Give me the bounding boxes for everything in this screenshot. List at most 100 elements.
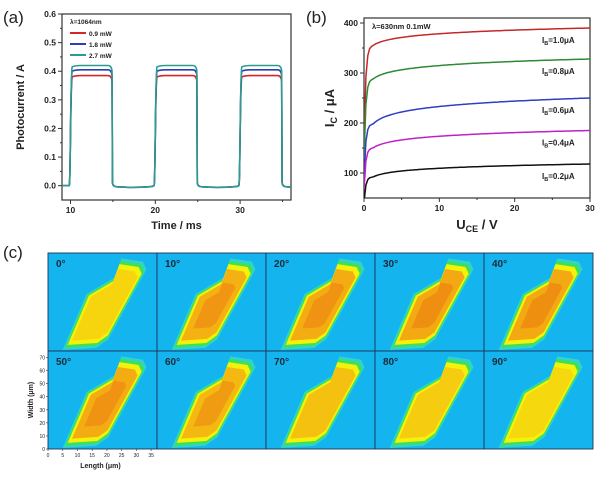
y-tick-label: 0.5 (44, 38, 56, 48)
x-axis-label-unit: / V (478, 217, 498, 232)
heatmap-tile: 70° (265, 350, 376, 450)
x-tick-label: 20 (510, 203, 520, 213)
heatmap-tile: 20° (265, 252, 376, 352)
series-label: IB=0.2μA (542, 172, 575, 183)
flake-core (508, 367, 574, 439)
series-label-value: =0.2μA (548, 172, 575, 181)
panel-c-heatmap-grid: 0° 10° 20° 30° 40° 50° 60° 70° 80° 90° 0 10 20 30 40 50… (28, 252, 594, 470)
series-line-IB0.8 (364, 58, 590, 159)
flake-core (72, 269, 138, 341)
y-tick-label: 0.4 (44, 66, 56, 76)
series-label-main: I (542, 139, 544, 148)
flake-core (399, 367, 465, 439)
panel-label-c: (c) (3, 243, 23, 262)
series-label-value: =0.8μA (548, 67, 575, 76)
series-group (364, 27, 590, 198)
y-axis-label: Width (μm) (28, 382, 35, 419)
series-label-value: =0.6μA (548, 106, 575, 115)
y-tick-label: 0.0 (44, 181, 56, 191)
tile-angle-label: 10° (165, 259, 180, 270)
series-line-0.9mW (62, 74, 291, 189)
flake-core (290, 367, 356, 439)
series-label: IB=0.8μA (542, 67, 575, 78)
flake-hotspot (84, 380, 127, 427)
series-label-sub: B (544, 41, 548, 47)
heatmap-tile: 80° (374, 350, 485, 450)
flake-hotspot (520, 282, 563, 329)
tile-border (483, 350, 594, 450)
x-tick-label: 10 (75, 453, 81, 459)
y-axis-label: IC / μA (322, 88, 339, 127)
series-line-IB0.4 (364, 129, 590, 190)
y-tick-label: 0.3 (44, 95, 56, 105)
tile-angle-label: 70° (274, 357, 289, 368)
tile-angle-label: 20° (274, 259, 289, 270)
series-label-sub: B (544, 111, 548, 117)
heatmap-tile: 50° (47, 350, 158, 450)
x-tick-label: 35 (148, 453, 154, 459)
y-axis-label-main: I (322, 124, 337, 128)
y-tick-label: 60 (39, 369, 45, 375)
tile-angle-label: 80° (383, 357, 398, 368)
flake-hotspot (193, 380, 236, 427)
y-tick-label: 100 (344, 168, 358, 178)
x-axis-label-sub: CE (466, 224, 479, 234)
series-label-value: =1.0μA (548, 36, 575, 45)
heatmap-tile: 10° (156, 252, 267, 352)
series-label: IB=0.4μA (542, 139, 575, 150)
tile-angle-label: 0° (56, 259, 66, 270)
series-label-main: I (542, 106, 544, 115)
y-axis-label: Photocurrent / A (15, 64, 27, 150)
flake-hotspot (302, 282, 345, 329)
x-tick-label: 20 (151, 205, 161, 215)
y-tick-label: 0 (42, 447, 45, 453)
tile-angle-label: 90° (492, 357, 507, 368)
y-tick-label: 10 (39, 434, 45, 440)
x-tick-label: 20 (104, 453, 110, 459)
y-tick-label: 200 (344, 118, 358, 128)
y-tick-label: 70 (39, 356, 45, 362)
tile-angle-label: 30° (383, 259, 398, 270)
plot-frame (61, 13, 292, 201)
tile-angle-label: 40° (492, 259, 507, 270)
series-line-IB1.0 (364, 27, 590, 144)
y-axis-label-unit: / μA (322, 88, 337, 117)
heatmap-tile: 60° (156, 350, 267, 450)
x-axis-label-main: U (456, 217, 465, 232)
x-tick-label: 30 (585, 203, 595, 213)
heatmap-tile: 0° (47, 252, 158, 352)
series-group (62, 64, 291, 189)
series-label-main: I (542, 172, 544, 181)
y-axis-label-sub: C (329, 117, 339, 124)
x-tick-label: 25 (119, 453, 125, 459)
x-tick-label: 15 (89, 453, 95, 459)
series-label: IB=0.6μA (542, 106, 575, 117)
series-label-sub: B (544, 177, 548, 183)
x-tick-label: 5 (61, 453, 64, 459)
series-label-sub: B (544, 72, 548, 78)
y-tick-label: 0.6 (44, 9, 56, 19)
y-tick-label: 0.1 (44, 152, 56, 162)
y-tick-label: 40 (39, 395, 45, 401)
tile-angle-label: 50° (56, 357, 71, 368)
y-tick-label: 50 (39, 382, 45, 388)
legend-label: 1.8 mW (89, 42, 113, 49)
series-label-main: I (542, 36, 544, 45)
legend-label: 0.9 mW (89, 31, 113, 38)
flake-hotspot (193, 282, 236, 329)
y-tick-label: 20 (39, 421, 45, 427)
heatmap-tile: 30° (374, 252, 485, 352)
y-tick-label: 30 (39, 408, 45, 414)
y-tick-label: 0.2 (44, 123, 56, 133)
heatmap-tile: 40° (483, 252, 594, 352)
heatmap-tile: 90° (483, 350, 594, 450)
series-label-main: I (542, 67, 544, 76)
legend-title: λ=1064nm (70, 18, 102, 26)
series-line-2.7mW (62, 64, 291, 189)
y-tick-label: 400 (344, 18, 358, 28)
y-tick-label: 300 (344, 68, 358, 78)
series-line-1.8mW (62, 69, 291, 189)
x-tick-label: 30 (134, 453, 140, 459)
